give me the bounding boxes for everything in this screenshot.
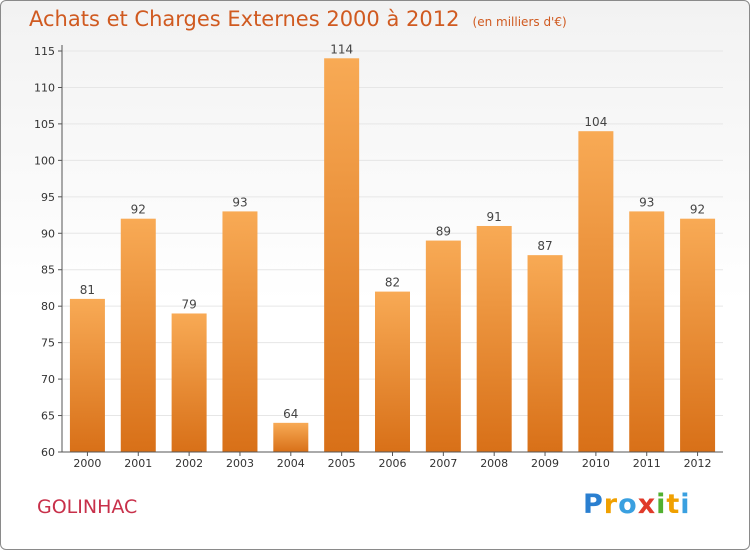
bar: [527, 255, 563, 452]
x-tick-label: 2010: [582, 457, 610, 470]
logo-letter: t: [666, 489, 681, 520]
x-tick-label: 2007: [429, 457, 457, 470]
bar: [680, 218, 716, 452]
data-label: 79: [181, 297, 196, 311]
y-tick-label: 65: [41, 410, 55, 423]
x-tick-label: 2009: [531, 457, 559, 470]
y-tick-label: 95: [41, 191, 55, 204]
bar: [324, 58, 360, 453]
bar: [629, 211, 665, 452]
x-tick-label: 2000: [73, 457, 101, 470]
bar: [375, 291, 410, 452]
logo-letter: x: [637, 489, 657, 520]
x-tick-label: 2006: [379, 457, 407, 470]
bar: [273, 422, 309, 452]
bar: [120, 218, 156, 452]
data-label: 89: [436, 225, 451, 239]
x-tick-label: 2011: [633, 457, 661, 470]
bar: [69, 298, 105, 452]
data-label: 93: [232, 195, 247, 209]
chart-title-block: Achats et Charges Externes 2000 à 2012 (…: [29, 7, 567, 31]
logo-letter: P: [583, 489, 604, 520]
x-tick-label: 2012: [684, 457, 712, 470]
logo-letter: o: [618, 489, 638, 520]
y-tick-label: 90: [41, 227, 55, 240]
data-label: 91: [487, 210, 502, 224]
y-tick-label: 80: [41, 300, 55, 313]
y-tick-label: 115: [34, 45, 55, 58]
bar: [222, 211, 258, 452]
bar: [578, 131, 614, 452]
y-tick-label: 60: [41, 446, 55, 459]
chart-title: Achats et Charges Externes 2000 à 2012: [29, 7, 460, 31]
chart-unit: (en milliers d'€): [472, 15, 567, 29]
logo-letter: i: [656, 489, 667, 520]
data-label: 81: [80, 283, 95, 297]
y-tick-label: 75: [41, 337, 55, 350]
logo-letter: r: [603, 489, 619, 520]
bar: [425, 240, 461, 452]
data-label: 92: [690, 203, 705, 217]
data-label: 82: [385, 276, 400, 290]
data-label: 93: [639, 195, 654, 209]
y-tick-label: 105: [34, 118, 55, 131]
y-tick-label: 70: [41, 373, 55, 386]
x-tick-label: 2004: [277, 457, 305, 470]
x-tick-label: 2002: [175, 457, 203, 470]
proxiti-logo: Proxiti: [583, 489, 691, 520]
data-label: 87: [537, 239, 552, 253]
y-tick-label: 85: [41, 264, 55, 277]
y-tick-label: 110: [34, 81, 55, 94]
x-tick-label: 2001: [124, 457, 152, 470]
data-label: 104: [584, 115, 607, 129]
data-label: 114: [330, 42, 353, 56]
x-tick-label: 2005: [328, 457, 356, 470]
x-tick-label: 2003: [226, 457, 254, 470]
y-tick-label: 100: [34, 154, 55, 167]
bar: [476, 225, 512, 452]
data-label: 64: [283, 407, 298, 421]
logo-letter: i: [680, 489, 691, 520]
data-label: 92: [131, 203, 146, 217]
commune-name: GOLINHAC: [37, 496, 138, 518]
bar: [171, 313, 207, 452]
x-tick-label: 2008: [480, 457, 508, 470]
